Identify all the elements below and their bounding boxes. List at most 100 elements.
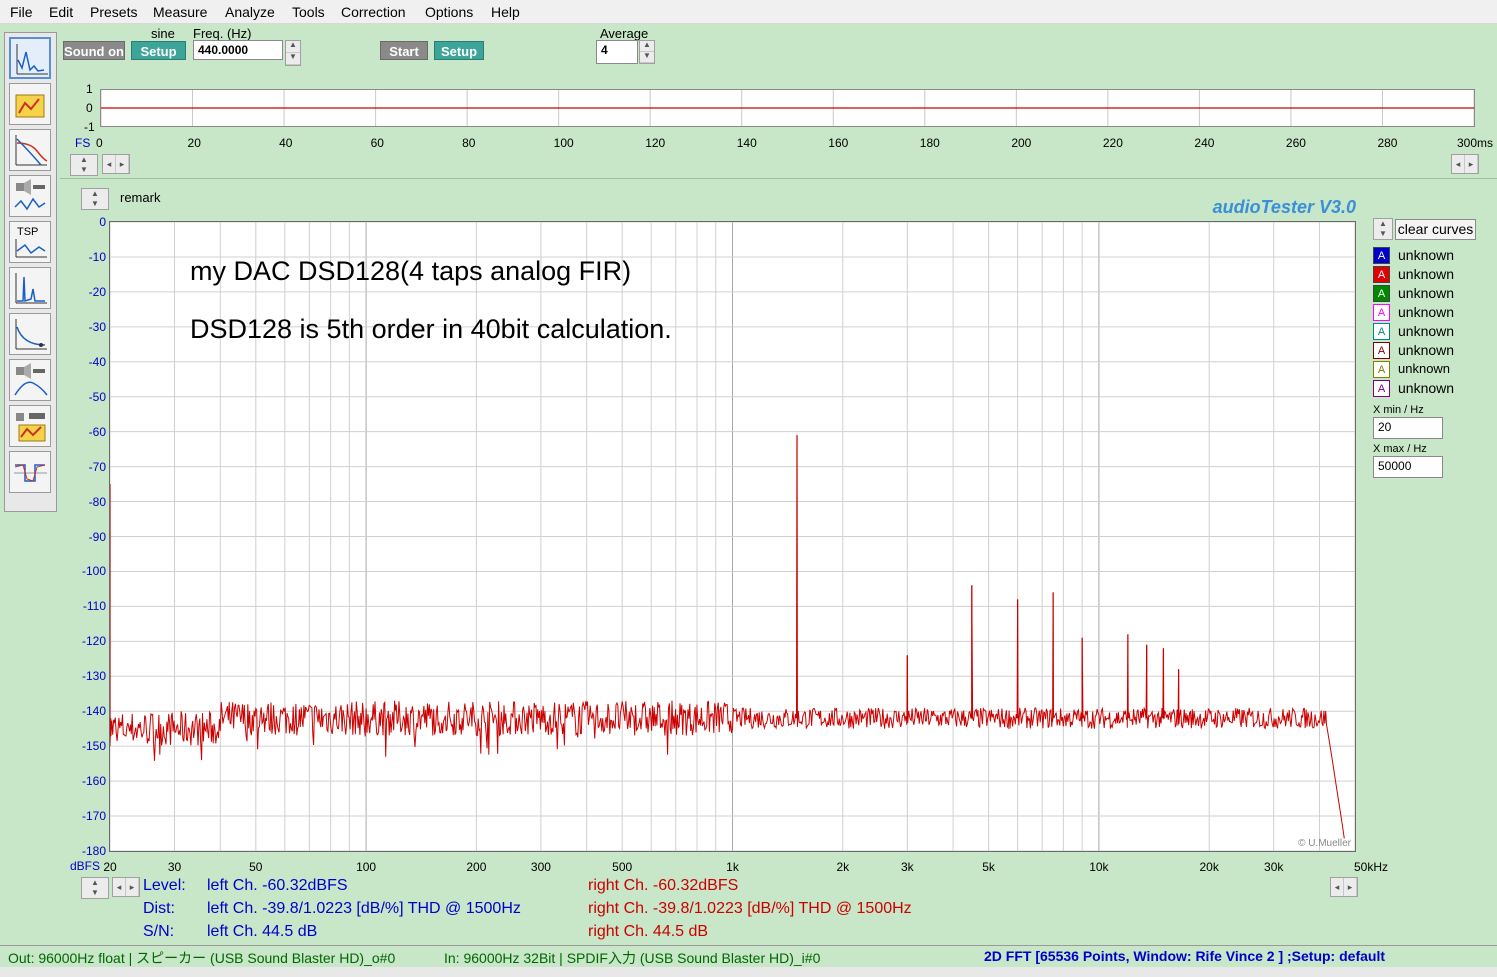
fft-trace [110, 435, 1345, 839]
y-tick-label: -110 [82, 599, 106, 614]
time-y-tick: 1 [86, 82, 93, 96]
frequency-response-icon [15, 135, 48, 166]
open-curves-tool[interactable] [9, 83, 51, 125]
curve-color-icon: A [1373, 380, 1390, 397]
menu-tools[interactable]: Tools [292, 4, 325, 20]
fft-spectrum-tool[interactable] [9, 37, 51, 79]
sound-on-button[interactable]: Sound on [63, 41, 125, 60]
time-x-tick: 220 [1102, 136, 1123, 150]
x-tick-label: 300 [530, 860, 551, 874]
menu-analyze[interactable]: Analyze [225, 4, 275, 20]
speaker-response-icon [14, 363, 48, 396]
freq-scale-stepper[interactable]: ▲ ▼ [81, 877, 109, 899]
x-tick-label: 50 [249, 860, 263, 874]
menu-help[interactable]: Help [491, 4, 520, 20]
menu-bar: File Edit Presets Measure Analyze Tools … [0, 0, 1497, 24]
menu-options[interactable]: Options [425, 4, 474, 20]
curve-color-icon: A [1373, 285, 1390, 302]
x-tick-label: 30 [167, 860, 182, 874]
y-tick-label: -150 [81, 739, 106, 754]
freq-stepper[interactable]: ▲ ▼ [285, 40, 301, 66]
y-tick-label: -140 [81, 704, 106, 719]
freq-scroll-right[interactable]: ◂ ▸ [1330, 877, 1358, 897]
xmax-input[interactable]: 50000 [1373, 456, 1443, 478]
time-x-tick: 280 [1377, 136, 1398, 150]
decay-curve-icon [15, 319, 47, 350]
time-x-tick: 0 [96, 136, 103, 150]
average-stepper[interactable]: ▲ ▼ [639, 40, 655, 64]
menu-file[interactable]: File [10, 4, 33, 20]
y-tick-label: -70 [88, 459, 106, 474]
svg-text:TSP: TSP [17, 226, 38, 238]
time-scale-stepper[interactable]: ▲ ▼ [70, 154, 98, 176]
y-tick-label: -10 [88, 249, 106, 264]
y-tick-label: -180 [81, 844, 106, 858]
speaker-folder-icon [16, 413, 46, 442]
impulse-icon [15, 273, 47, 304]
freq-scroll-left[interactable]: ◂ ▸ [112, 877, 140, 897]
y-unit-label: dBFS [70, 859, 101, 873]
dist-label: Dist: [143, 900, 175, 917]
y-tick-label: -60 [88, 424, 106, 439]
legend-item-label: unknown [1398, 304, 1455, 320]
analyzer-setup-button[interactable]: Setup [434, 41, 484, 60]
time-x-tick: 40 [279, 136, 293, 150]
decay-tool[interactable] [9, 313, 51, 355]
time-x-tick: 140 [736, 136, 757, 150]
time-scroll-left[interactable]: ◂ ▸ [102, 154, 130, 174]
legend-stepper[interactable]: ▲ ▼ [1373, 218, 1393, 240]
y-tick-label: -170 [81, 809, 106, 824]
time-x-tick: 260 [1285, 136, 1306, 150]
tsp-tool[interactable]: TSP [9, 221, 51, 263]
y-tick-label: -120 [81, 634, 106, 649]
frequency-response-tool[interactable] [9, 129, 51, 171]
speaker-response-tool[interactable] [9, 359, 51, 401]
right-sn-value: right Ch. 44.5 dB [588, 923, 709, 940]
average-input[interactable]: 4 [596, 40, 638, 64]
speaker-wave-icon [14, 179, 46, 211]
y-tick-label: -30 [88, 319, 106, 334]
x-tick-label: 500 [612, 860, 633, 874]
curve-color-icon: A [1373, 361, 1390, 378]
time-x-tick: 300ms [1457, 136, 1494, 150]
brand-label: audioTester V3.0 [1212, 197, 1356, 217]
spectrum-icon [16, 44, 48, 75]
x-tick-label: 30k [1264, 860, 1284, 874]
generator-setup-button[interactable]: Setup [131, 41, 186, 60]
menu-edit[interactable]: Edit [49, 4, 74, 20]
status-output-device: Out: 96000Hz float | スピーカー (USB Sound Bl… [8, 950, 396, 966]
impulse-tool[interactable] [9, 267, 51, 309]
legend-item-label: unknown [1398, 380, 1455, 396]
y-tick-label: -100 [81, 564, 106, 579]
menu-correction[interactable]: Correction [341, 4, 406, 20]
annotation-title: my DAC DSD128(4 taps analog FIR) [190, 256, 632, 286]
legend-item-label: unknown [1398, 285, 1455, 301]
start-button[interactable]: Start [380, 41, 428, 60]
square-wave-tool[interactable] [9, 451, 51, 493]
clear-curves-button[interactable]: clear curves [1395, 219, 1476, 240]
tool-palette: TSP [4, 32, 57, 512]
time-x-tick: 160 [828, 136, 849, 150]
x-tick-label: 100 [356, 860, 377, 874]
square-wave-icon [14, 464, 47, 482]
x-tick-label: 1k [726, 860, 739, 874]
compare-tool[interactable] [9, 405, 51, 447]
y-tick-label: -40 [88, 354, 106, 369]
xmin-label: X min / Hz [1373, 404, 1424, 416]
xmin-input[interactable]: 20 [1373, 417, 1443, 439]
time-scroll-right[interactable]: ◂ ▸ [1451, 154, 1479, 174]
left-dist-value: left Ch. -39.8/1.0223 [dB/%] THD @ 1500H… [207, 900, 521, 917]
curve-color-icon: A [1373, 323, 1390, 340]
menu-presets[interactable]: Presets [90, 4, 138, 20]
y-tick-label: -90 [88, 529, 106, 544]
legend-item-label: unknown [1398, 361, 1451, 376]
speaker-measure-tool[interactable] [9, 175, 51, 217]
menu-measure[interactable]: Measure [153, 4, 208, 20]
time-x-tick: 200 [1011, 136, 1032, 150]
curve-color-icon: A [1373, 247, 1390, 264]
fft-plot: my DAC DSD128(4 taps analog FIR) DSD128 … [109, 221, 1356, 852]
remark-stepper[interactable]: ▲ ▼ [81, 188, 109, 210]
tsp-icon: TSP [15, 226, 47, 258]
left-level-value: left Ch. -60.32dBFS [207, 877, 348, 894]
freq-input[interactable]: 440.0000 [193, 40, 283, 60]
